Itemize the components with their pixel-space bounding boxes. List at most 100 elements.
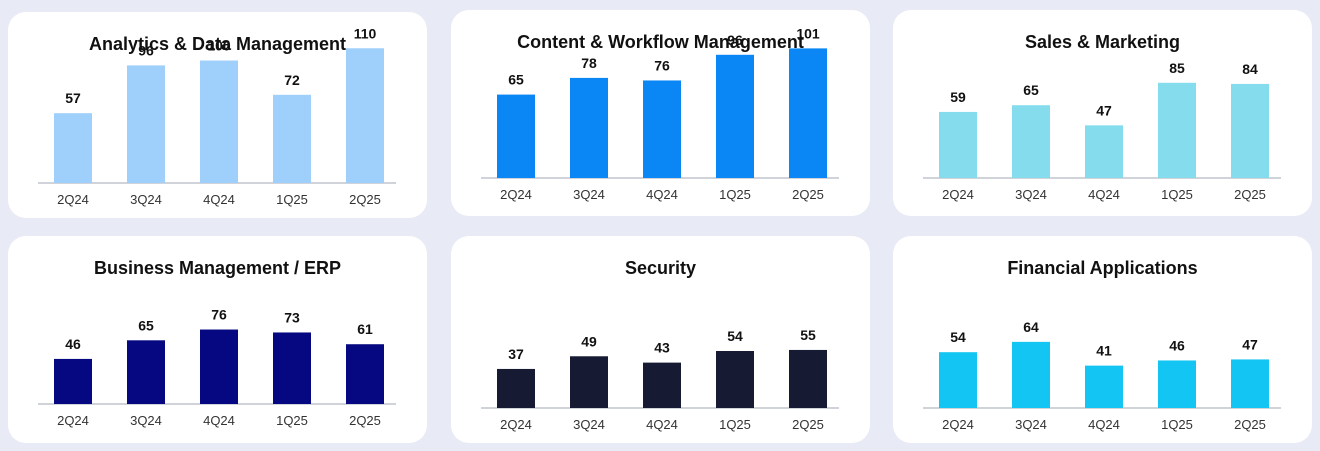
x-tick-label: 1Q25 — [1161, 417, 1193, 432]
bar — [200, 329, 238, 404]
chart-title: Business Management / ERP — [93, 258, 342, 278]
chart-card-analytics: Analytics & Data Management 57 2Q24 96 3Q24… — [8, 12, 427, 218]
x-tick-label: 3Q24 — [130, 192, 162, 207]
bar-chart: 59 2Q24 65 3Q24 47 4Q24 85 1Q25 84 2Q25 — [923, 60, 1281, 202]
bar — [789, 48, 827, 179]
x-tick-label: 3Q24 — [1015, 417, 1047, 432]
data-label: 101 — [796, 25, 820, 41]
bar — [1158, 82, 1196, 178]
x-tick-label: 1Q25 — [719, 417, 751, 432]
data-label: 46 — [1169, 337, 1185, 353]
x-tick-label: 2Q24 — [942, 187, 974, 202]
x-tick-label: 2Q24 — [500, 417, 532, 432]
data-label: 43 — [654, 340, 670, 356]
bar-chart: 46 2Q24 65 3Q24 76 4Q24 73 1Q25 61 2Q25 — [38, 307, 396, 428]
data-label: 85 — [1169, 60, 1185, 76]
x-tick-label: 3Q24 — [1015, 187, 1047, 202]
bar-chart: 65 2Q24 78 3Q24 76 4Q24 96 1Q25 101 2Q25 — [481, 25, 839, 202]
bar — [939, 111, 977, 178]
chart-title: Sales & Marketing — [1024, 32, 1181, 52]
x-tick-label: 4Q24 — [1088, 417, 1120, 432]
data-label: 76 — [211, 307, 227, 323]
bar — [1012, 341, 1050, 408]
bar — [570, 77, 608, 178]
bar — [789, 349, 827, 408]
bar — [643, 80, 681, 178]
bar — [346, 48, 384, 183]
data-label: 84 — [1242, 61, 1258, 77]
x-tick-label: 4Q24 — [203, 192, 235, 207]
bar — [127, 340, 165, 404]
data-label: 61 — [357, 321, 373, 337]
data-label: 65 — [1023, 82, 1039, 98]
chart-title: Analytics & Data Management — [88, 34, 347, 54]
bar — [273, 332, 311, 404]
data-label: 37 — [508, 346, 524, 362]
x-tick-label: 2Q25 — [792, 417, 824, 432]
data-label: 110 — [354, 25, 377, 41]
x-tick-label: 2Q25 — [349, 192, 381, 207]
chart-title: Financial Applications — [1007, 258, 1198, 278]
chart-card-sales-marketing: Sales & Marketing 59 2Q24 65 3Q24 47 4Q24 85 1Q… — [893, 10, 1312, 216]
bar — [716, 351, 754, 408]
x-tick-label: 4Q24 — [646, 417, 678, 432]
bar-chart: 54 2Q24 64 3Q24 41 4Q24 46 1Q25 47 2Q25 — [923, 319, 1281, 432]
chart-card-security: Security 37 2Q24 49 3Q24 43 4Q24 54 1Q25 55 2Q25 — [451, 236, 870, 443]
data-label: 73 — [284, 309, 300, 325]
data-label: 41 — [1096, 343, 1112, 359]
data-label: 49 — [581, 333, 597, 349]
data-label: 47 — [1096, 102, 1112, 118]
x-tick-label: 4Q24 — [1088, 187, 1120, 202]
x-tick-label: 2Q24 — [500, 187, 532, 202]
bar — [1231, 359, 1269, 408]
bar — [1012, 105, 1050, 178]
x-tick-label: 3Q24 — [573, 187, 605, 202]
chart-card-business-erp: Business Management / ERP 46 2Q24 65 3Q24 76… — [8, 236, 427, 443]
x-tick-label: 2Q25 — [1234, 187, 1266, 202]
data-label: 100 — [207, 38, 231, 54]
data-label: 54 — [950, 329, 966, 345]
data-label: 59 — [950, 89, 966, 105]
data-label: 65 — [508, 72, 524, 88]
bar-chart: 37 2Q24 49 3Q24 43 4Q24 54 1Q25 55 2Q25 — [481, 327, 839, 432]
x-tick-label: 1Q25 — [719, 187, 751, 202]
data-label: 78 — [581, 55, 597, 71]
data-label: 55 — [800, 327, 816, 343]
x-tick-label: 2Q25 — [1234, 417, 1266, 432]
bar — [54, 113, 92, 183]
bar — [497, 94, 535, 178]
chart-card-content-workflow: Content & Workflow Management 65 2Q24 78 3Q… — [451, 10, 870, 216]
bar — [643, 362, 681, 408]
data-label: 64 — [1023, 319, 1039, 335]
bar — [1085, 125, 1123, 178]
bar — [273, 94, 311, 183]
bar — [127, 65, 165, 183]
bar — [497, 368, 535, 408]
data-label: 72 — [284, 72, 300, 88]
bar — [1158, 360, 1196, 408]
bar — [939, 352, 977, 408]
x-tick-label: 2Q25 — [792, 187, 824, 202]
x-tick-label: 3Q24 — [130, 413, 162, 428]
bar — [716, 54, 754, 178]
chart-card-financial-apps: Financial Applications 54 2Q24 64 3Q24 41 4Q2… — [893, 236, 1312, 443]
data-label: 96 — [138, 42, 154, 58]
data-label: 46 — [65, 336, 81, 352]
bar-chart: 57 2Q24 96 3Q24 100 4Q24 72 1Q25 110 2Q25 — [38, 25, 396, 207]
data-label: 76 — [654, 57, 670, 73]
x-tick-label: 1Q25 — [1161, 187, 1193, 202]
x-tick-label: 2Q24 — [942, 417, 974, 432]
x-tick-label: 2Q24 — [57, 413, 89, 428]
x-tick-label: 1Q25 — [276, 413, 308, 428]
data-label: 47 — [1242, 336, 1258, 352]
bar — [346, 344, 384, 404]
x-tick-label: 2Q25 — [349, 413, 381, 428]
data-label: 65 — [138, 317, 154, 333]
x-tick-label: 4Q24 — [646, 187, 678, 202]
bar — [570, 356, 608, 408]
x-tick-label: 1Q25 — [276, 192, 308, 207]
x-tick-label: 4Q24 — [203, 413, 235, 428]
chart-title: Security — [624, 258, 697, 278]
data-label: 54 — [727, 328, 743, 344]
bar — [1085, 365, 1123, 408]
